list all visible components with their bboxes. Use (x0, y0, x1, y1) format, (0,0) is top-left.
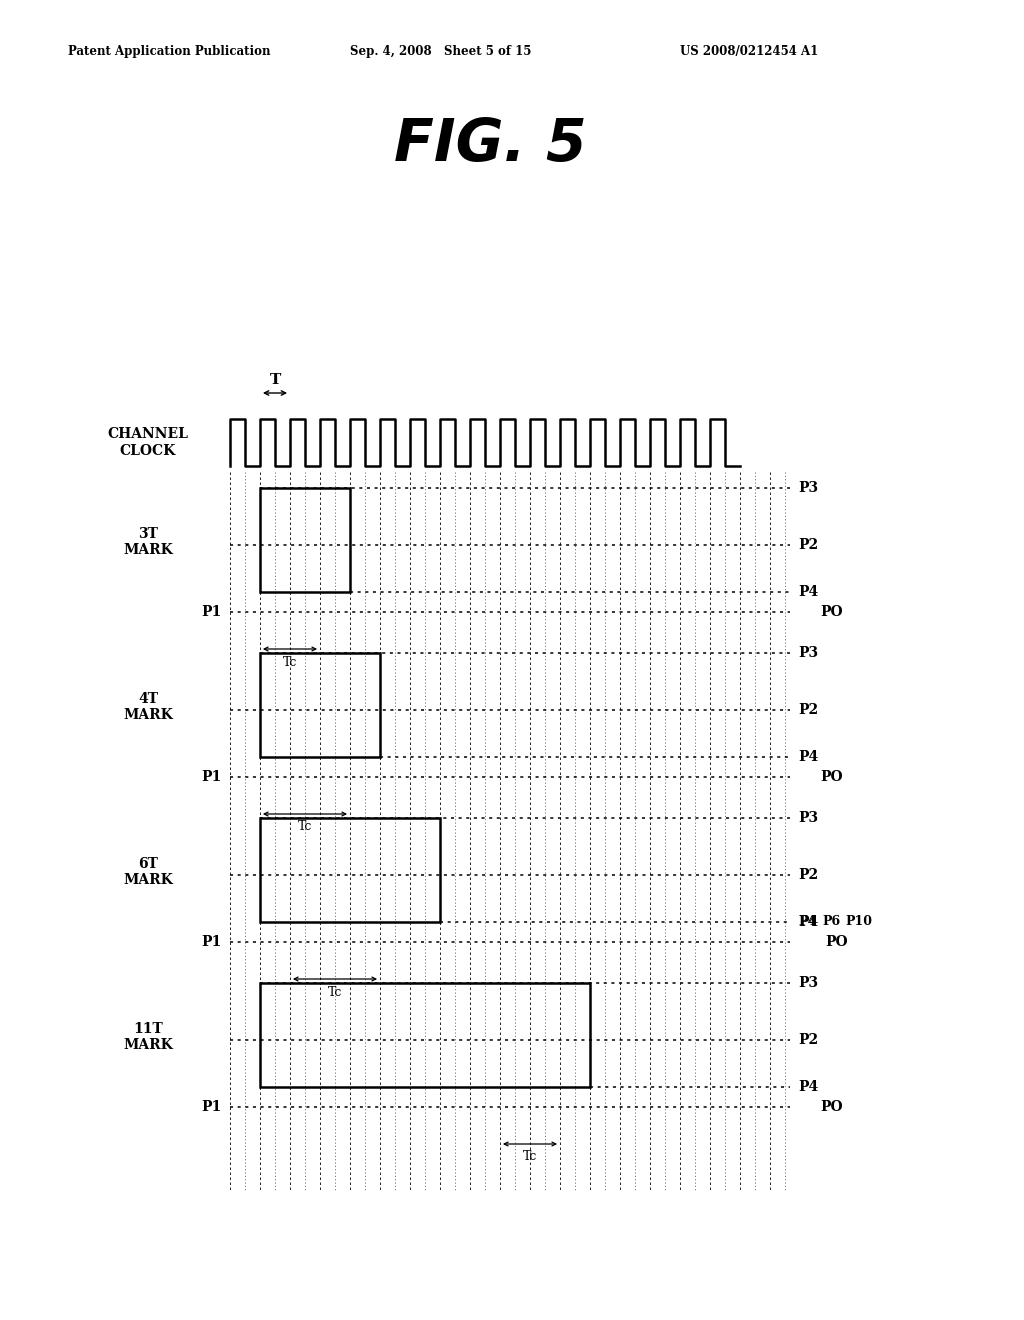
Text: PO: PO (820, 1100, 843, 1114)
Text: P2: P2 (798, 539, 818, 552)
Text: 4T
MARK: 4T MARK (123, 692, 173, 722)
Bar (260, 653, 380, 756)
Text: P4: P4 (798, 750, 818, 763)
Text: Tc: Tc (283, 656, 297, 668)
Text: P2: P2 (798, 869, 818, 882)
Text: P3: P3 (798, 645, 818, 660)
Text: P3: P3 (798, 975, 818, 990)
Text: P1: P1 (202, 1100, 222, 1114)
Text: Tc: Tc (328, 986, 342, 998)
Text: 6T
MARK: 6T MARK (123, 857, 173, 887)
Text: 11T
MARK: 11T MARK (123, 1022, 173, 1052)
Text: P3: P3 (798, 480, 818, 495)
Bar (260, 488, 350, 591)
Bar (260, 818, 440, 921)
Text: Tc: Tc (298, 821, 312, 833)
Text: P1: P1 (202, 605, 222, 619)
Text: Tc: Tc (523, 1151, 538, 1163)
Text: P10: P10 (845, 915, 872, 928)
Text: Sep. 4, 2008   Sheet 5 of 15: Sep. 4, 2008 Sheet 5 of 15 (350, 45, 531, 58)
Text: CHANNEL
CLOCK: CHANNEL CLOCK (108, 428, 188, 458)
Text: P1: P1 (202, 935, 222, 949)
Text: PO: PO (820, 605, 843, 619)
Text: P4: P4 (798, 915, 818, 928)
Text: P6: P6 (822, 915, 840, 928)
Bar (260, 983, 590, 1086)
Text: P3: P3 (798, 810, 818, 825)
Text: T: T (269, 374, 281, 387)
Text: FIG. 5: FIG. 5 (393, 116, 587, 173)
Text: 3T
MARK: 3T MARK (123, 527, 173, 557)
Text: P4: P4 (798, 1080, 818, 1093)
Text: P1: P1 (202, 770, 222, 784)
Text: P4: P4 (798, 915, 816, 928)
Text: P2: P2 (798, 704, 818, 717)
Text: PO: PO (825, 935, 848, 949)
Text: PO: PO (820, 770, 843, 784)
Text: Patent Application Publication: Patent Application Publication (68, 45, 270, 58)
Text: US 2008/0212454 A1: US 2008/0212454 A1 (680, 45, 818, 58)
Text: P4: P4 (798, 585, 818, 598)
Text: P2: P2 (798, 1034, 818, 1047)
